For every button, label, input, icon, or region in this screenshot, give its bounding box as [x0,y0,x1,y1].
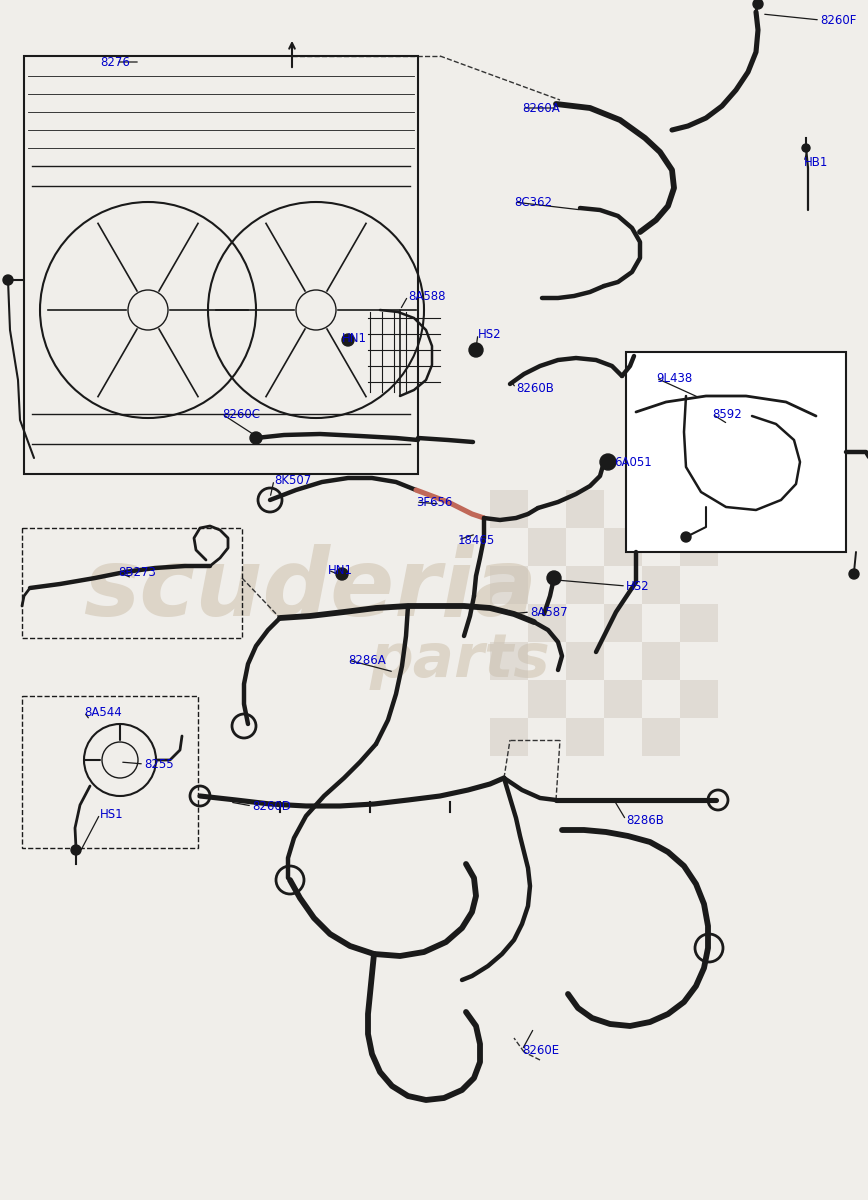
Text: HN1: HN1 [342,331,367,344]
Text: 8A587: 8A587 [530,606,568,618]
Text: HS2: HS2 [626,580,649,593]
Bar [642,490,680,528]
Circle shape [802,144,810,152]
Bar [528,604,566,642]
Text: 8255: 8255 [144,757,174,770]
Bar [490,718,528,756]
Circle shape [71,845,81,854]
Circle shape [469,343,483,358]
Circle shape [336,568,348,580]
Circle shape [753,0,763,8]
Text: 18465: 18465 [458,534,496,546]
Text: HN1: HN1 [328,564,353,576]
Bar [24,56,418,474]
Bar [566,642,604,680]
Text: 8286B: 8286B [626,814,664,827]
Text: 8260C: 8260C [222,408,260,420]
Text: 8A588: 8A588 [408,289,445,302]
Text: 8260A: 8260A [522,102,560,114]
Text: HB1: HB1 [804,156,828,168]
Bar [528,528,566,566]
Bar [680,604,718,642]
Circle shape [849,569,859,578]
Bar [566,718,604,756]
Bar [490,490,528,528]
Text: 8260B: 8260B [516,382,554,395]
Text: 8260D: 8260D [252,799,291,812]
Bar [642,642,680,680]
Bar [566,490,604,528]
Text: 9L438: 9L438 [656,372,693,384]
Bar [604,528,642,566]
Text: 6A051: 6A051 [614,456,652,468]
Circle shape [3,275,13,284]
Bar [22,696,198,848]
Bar [604,680,642,718]
Text: HS2: HS2 [478,328,502,341]
Text: 8A544: 8A544 [84,706,122,719]
Text: scuderia: scuderia [83,544,537,636]
Bar [626,352,846,552]
Bar [490,642,528,680]
Text: HS1: HS1 [100,808,123,821]
Bar [604,604,642,642]
Bar [566,566,604,604]
Circle shape [250,432,262,444]
Circle shape [600,454,616,470]
Text: 3F656: 3F656 [416,496,452,509]
Bar [642,566,680,604]
Text: 8592: 8592 [712,408,742,420]
Text: 8C362: 8C362 [514,196,552,209]
Bar [680,528,718,566]
Bar [22,528,242,638]
Text: 8260F: 8260F [820,13,857,26]
Text: 8B273: 8B273 [118,565,156,578]
Bar [528,680,566,718]
Bar [490,566,528,604]
Text: parts: parts [370,630,550,690]
Text: 8K507: 8K507 [274,474,312,486]
Circle shape [681,532,691,542]
Text: 8276: 8276 [100,55,130,68]
Bar [642,718,680,756]
Circle shape [342,334,354,346]
Text: 8260E: 8260E [522,1044,559,1056]
Circle shape [547,571,561,584]
Text: 8286A: 8286A [348,654,385,666]
Bar [680,680,718,718]
